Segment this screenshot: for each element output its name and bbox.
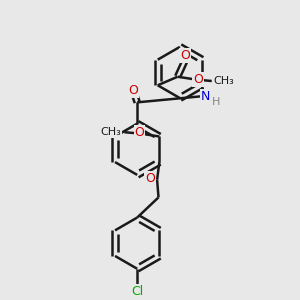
Text: H: H	[212, 97, 220, 107]
Text: O: O	[134, 126, 144, 139]
Text: CH₃: CH₃	[100, 127, 122, 137]
Text: O: O	[194, 73, 203, 85]
Text: O: O	[128, 84, 138, 97]
Text: CH₃: CH₃	[213, 76, 234, 86]
Text: N: N	[201, 90, 210, 103]
Text: O: O	[145, 172, 155, 185]
Text: O: O	[180, 49, 190, 62]
Text: Cl: Cl	[131, 285, 143, 298]
